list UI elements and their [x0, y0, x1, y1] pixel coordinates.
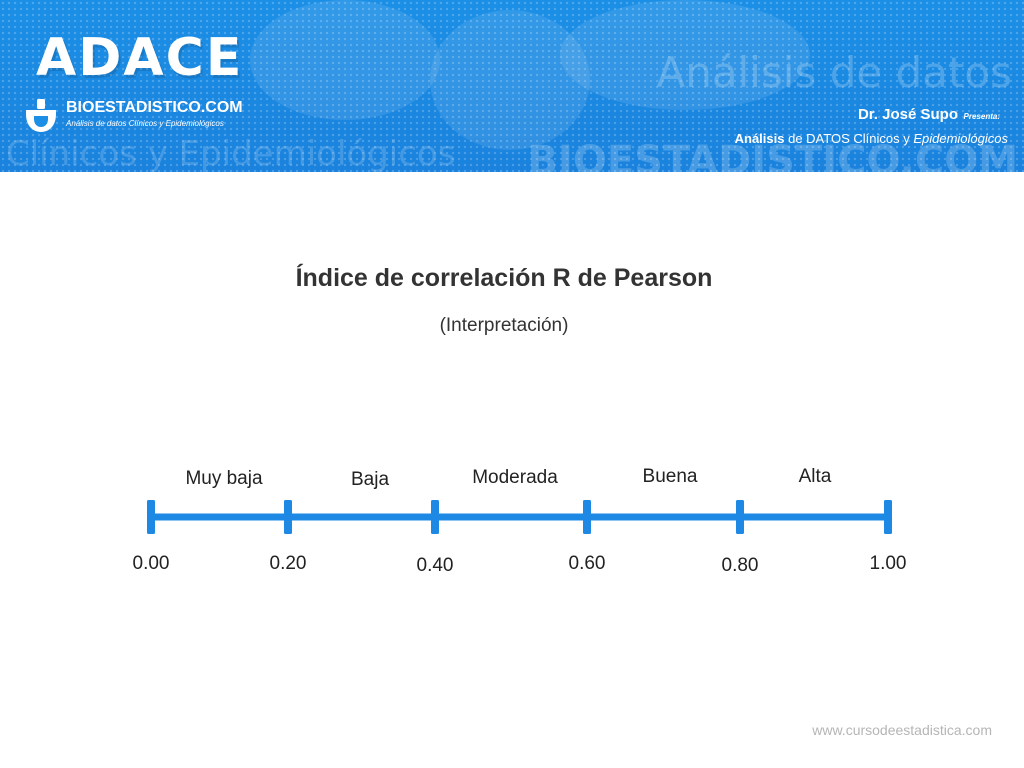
- watermark-bottom: BIOESTADISTICO.COM: [527, 138, 1018, 172]
- scale-tick: [147, 500, 155, 534]
- tagline-italic: Epidemiológicos: [913, 131, 1008, 146]
- scale-tick: [583, 500, 591, 534]
- map-blob: [430, 10, 590, 150]
- scale-tick: [284, 500, 292, 534]
- brand-logo: ADACE: [36, 28, 244, 88]
- slide-subtitle: (Interpretación): [439, 315, 569, 336]
- tick-label: 0.00: [133, 553, 170, 574]
- category-label: Muy baja: [185, 468, 263, 489]
- category-label: Alta: [799, 466, 832, 487]
- presenta-label: Presenta:: [963, 112, 1000, 121]
- site-name: BIOESTADISTICO.COM: [66, 99, 243, 116]
- slide-title: Índice de correlación R de Pearson: [295, 264, 713, 292]
- scale-tick: [736, 500, 744, 534]
- course-tagline: Análisis de DATOS Clínicos y Epidemiológ…: [735, 131, 1008, 146]
- tick-label: 1.00: [870, 553, 907, 574]
- tick-label: 0.20: [270, 553, 307, 574]
- map-blob: [560, 0, 810, 110]
- footer-url: www.cursodeestadistica.com: [812, 722, 992, 738]
- category-label: Baja: [351, 469, 389, 490]
- category-label: Moderada: [472, 467, 558, 488]
- map-blob: [250, 0, 440, 120]
- category-label: Buena: [643, 466, 698, 487]
- watermark-left: Clínicos y Epidemiológicos: [6, 134, 456, 172]
- site-tagline: Análisis de datos Clínicos y Epidemiológ…: [66, 119, 224, 128]
- watermark-right: Análisis de datos: [656, 48, 1012, 97]
- bioestadistico-logo-icon: [26, 99, 56, 132]
- presenter-name: Dr. José Supo: [857, 106, 958, 123]
- scale-tick: [431, 500, 439, 534]
- tagline-bold: Análisis: [734, 131, 785, 146]
- tick-label: 0.60: [569, 553, 606, 574]
- header-banner: Análisis de datos Clínicos y Epidemiológ…: [0, 0, 1024, 172]
- tagline-middle: de DATOS Clínicos y: [784, 131, 914, 146]
- world-map-pattern: [0, 0, 1024, 172]
- scale-tick: [884, 500, 892, 534]
- tick-label: 0.40: [417, 555, 454, 576]
- tick-label: 0.80: [722, 555, 759, 576]
